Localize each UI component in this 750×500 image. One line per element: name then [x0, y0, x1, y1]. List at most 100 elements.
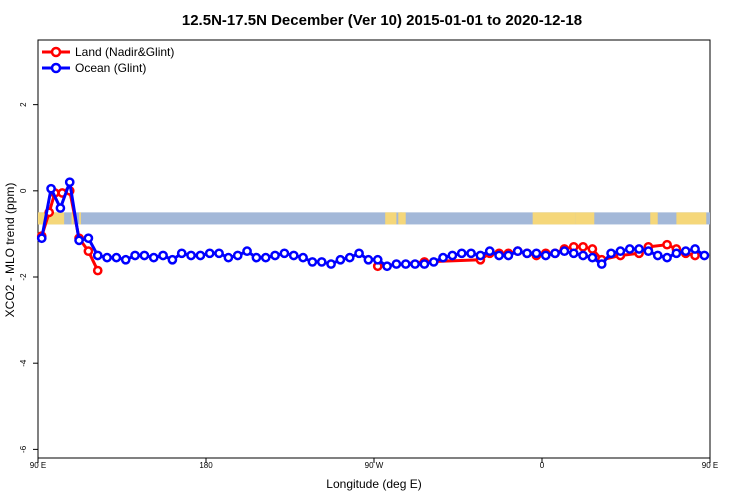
legend-land-label: Land (Nadir&Glint) — [75, 45, 174, 59]
data-point — [662, 252, 672, 263]
data-point — [503, 250, 514, 261]
data-point — [559, 246, 570, 257]
data-point — [512, 246, 523, 257]
data-point — [46, 183, 56, 194]
x-axis-label: Longitude (deg E) — [326, 477, 421, 491]
data-point — [102, 252, 112, 263]
data-point — [438, 252, 448, 263]
data-point — [298, 252, 308, 263]
data-point — [335, 254, 346, 265]
y-tick-label: -4 — [19, 359, 28, 367]
legend-land-marker — [50, 46, 62, 58]
x-tick-label: 90 W — [365, 461, 384, 470]
data-point — [568, 248, 579, 259]
data-point — [64, 177, 75, 188]
data-point — [83, 246, 94, 257]
data-point — [55, 203, 66, 213]
data-point — [671, 248, 682, 259]
data-point — [484, 246, 495, 257]
land-band-segment — [79, 212, 81, 225]
land-band-segment — [532, 212, 576, 225]
land-band-segment — [676, 212, 707, 225]
data-point — [232, 250, 243, 261]
data-point — [167, 254, 178, 265]
data-point — [214, 248, 224, 259]
ocean-band — [38, 212, 710, 225]
data-point — [699, 250, 710, 261]
data-point — [587, 252, 598, 263]
data-point — [148, 252, 159, 263]
data-point — [120, 254, 131, 265]
data-point — [447, 250, 458, 261]
land-ocean-band — [38, 212, 710, 225]
data-point — [587, 244, 598, 254]
x-axis: 90 E 180 90 W 0 90 E — [30, 458, 718, 470]
data-point — [400, 259, 411, 269]
data-point — [540, 250, 551, 261]
land-band-segment — [650, 212, 658, 225]
data-point — [690, 244, 700, 254]
data-point — [382, 261, 392, 272]
data-point — [344, 252, 355, 263]
data-point — [606, 248, 616, 259]
data-point — [270, 250, 280, 261]
legend-ocean-label: Ocean (Glint) — [75, 61, 146, 75]
data-point — [662, 239, 672, 250]
y-tick-label: 0 — [19, 188, 28, 193]
land-band-segment — [385, 212, 397, 225]
data-point — [176, 248, 187, 259]
data-point — [316, 257, 327, 267]
data-point — [195, 250, 206, 261]
data-point — [596, 259, 607, 269]
data-point — [410, 259, 420, 269]
data-point — [279, 248, 290, 259]
legend: Land (Nadir&Glint) Ocean (Glint) — [42, 45, 174, 75]
data-point — [522, 248, 532, 259]
data-point — [92, 265, 103, 276]
data-point — [139, 250, 150, 261]
x-tick-label: 90 E — [702, 461, 718, 470]
data-point — [354, 248, 364, 259]
y-tick-label: 2 — [19, 102, 28, 107]
data-point — [494, 250, 504, 261]
data-point — [92, 250, 103, 261]
data-point — [652, 250, 663, 261]
x-tick-label: 0 — [540, 461, 545, 470]
land-band-segment — [71, 212, 74, 225]
x-tick-label: 90 E — [30, 461, 46, 470]
data-point — [391, 259, 402, 269]
data-point — [307, 257, 318, 267]
x-tick-label: 180 — [199, 461, 213, 470]
data-point — [326, 259, 336, 269]
data-point — [158, 250, 168, 261]
data-point — [111, 252, 122, 263]
series-1 — [36, 177, 710, 272]
data-point — [223, 252, 234, 263]
y-axis-label: XCO2 - MLO trend (ppm) — [3, 183, 17, 318]
data-point — [550, 248, 560, 259]
data-point — [83, 233, 94, 244]
data-point — [74, 235, 84, 246]
data-point — [372, 254, 383, 265]
data-point — [36, 233, 47, 244]
data-point — [428, 257, 439, 267]
data-point — [419, 259, 430, 269]
series-layer — [36, 177, 710, 276]
data-point — [288, 250, 299, 261]
data-point — [251, 252, 262, 263]
y-tick-label: -2 — [19, 273, 28, 281]
data-point — [186, 250, 196, 261]
data-point — [578, 241, 588, 252]
data-point — [531, 248, 542, 259]
data-point — [204, 248, 215, 259]
data-point — [615, 246, 626, 257]
legend-ocean-marker — [50, 62, 62, 74]
data-point — [624, 244, 635, 254]
series-line — [40, 189, 100, 272]
land-band-segment — [400, 212, 406, 225]
data-point — [363, 254, 374, 265]
data-point — [130, 250, 140, 261]
data-point — [680, 246, 691, 257]
data-point — [456, 248, 467, 259]
